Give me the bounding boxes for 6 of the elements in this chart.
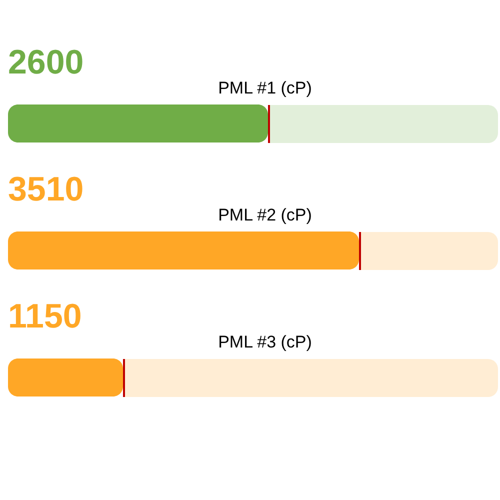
y-tick-label: PML #1 (cP) [218, 78, 312, 98]
y-tick-label: PML #3 (cP) [218, 332, 312, 352]
data-label: 3510 [8, 170, 84, 208]
y-tick-label: PML #2 (cP) [218, 206, 312, 224]
data-label: 1150 [8, 298, 82, 336]
data-label: 2600 [8, 44, 84, 82]
